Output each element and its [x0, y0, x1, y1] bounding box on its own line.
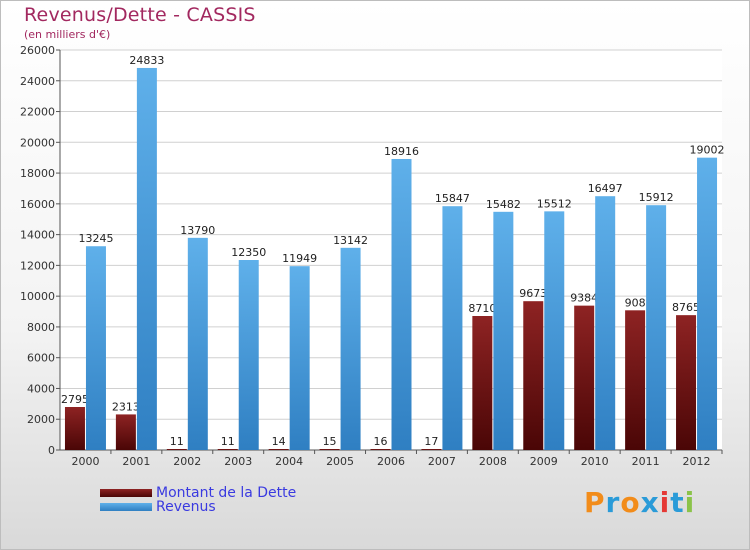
bar-revenus-2010	[595, 196, 616, 450]
label-revenus-2002: 13790	[180, 224, 215, 237]
x-tick-label: 2003	[224, 455, 252, 468]
legend-label-revenus: Revenus	[156, 499, 216, 515]
label-revenus-2007: 15847	[435, 192, 470, 205]
label-dette-2007: 17	[424, 435, 438, 448]
label-revenus-2008: 15482	[486, 198, 521, 211]
bar-revenus-2004	[289, 266, 310, 450]
label-revenus-2010: 16497	[588, 182, 623, 195]
plot-area	[60, 50, 722, 450]
legend-swatch-dette	[100, 489, 152, 497]
logo-letter: i	[659, 486, 671, 519]
logo-letter: P	[584, 486, 606, 519]
y-tick-label: 2000	[27, 413, 55, 426]
logo-letter: o	[620, 486, 641, 519]
bar-dette-2010	[574, 305, 595, 450]
bar-revenus-2012	[697, 157, 718, 450]
y-tick-label: 0	[48, 444, 55, 457]
y-tick-label: 24000	[20, 75, 55, 88]
bar-dette-2004	[268, 449, 289, 450]
x-tick-label: 2006	[377, 455, 405, 468]
bar-revenus-2002	[187, 237, 208, 450]
label-revenus-2003: 12350	[231, 246, 266, 259]
bar-revenus-2009	[544, 211, 565, 450]
x-tick-label: 2005	[326, 455, 354, 468]
y-tick-label: 22000	[20, 106, 55, 119]
label-revenus-2000: 13245	[78, 232, 113, 245]
y-tick-label: 6000	[27, 352, 55, 365]
logo-letter: i	[684, 486, 696, 519]
y-tick-label: 8000	[27, 321, 55, 334]
logo-letter: r	[605, 486, 621, 519]
x-tick-label: 2011	[632, 455, 660, 468]
bar-revenus-2007	[442, 206, 463, 450]
label-dette-2009: 9673	[519, 287, 547, 300]
label-dette-2004: 14	[272, 435, 286, 448]
legend-label-dette: Montant de la Dette	[156, 485, 297, 501]
logo-letter: t	[670, 486, 685, 519]
label-dette-2012: 8765	[672, 301, 700, 314]
bar-revenus-2001	[136, 67, 157, 450]
chart-title: Revenus/Dette - CASSIS	[24, 4, 256, 26]
logo-letter: x	[640, 486, 660, 519]
bar-dette-2009	[523, 301, 544, 450]
bar-dette-2011	[625, 310, 646, 450]
x-tick-label: 2001	[122, 455, 150, 468]
bar-revenus-2008	[493, 211, 514, 450]
label-revenus-2009: 15512	[537, 197, 572, 210]
y-tick-label: 26000	[20, 44, 55, 57]
bar-revenus-2000	[85, 246, 106, 450]
bar-revenus-2006	[391, 158, 412, 450]
label-dette-2008: 8710	[468, 302, 496, 315]
y-tick-label: 18000	[20, 167, 55, 180]
label-dette-2001: 2313	[112, 400, 140, 413]
bar-revenus-2003	[238, 260, 259, 450]
x-tick-label: 2010	[581, 455, 609, 468]
label-revenus-2011: 15912	[639, 191, 674, 204]
label-dette-2010: 9384	[570, 292, 598, 305]
label-revenus-2001: 24833	[129, 54, 164, 67]
y-tick-label: 12000	[20, 259, 55, 272]
x-tick-label: 2008	[479, 455, 507, 468]
label-dette-2003: 11	[221, 435, 235, 448]
label-dette-2011: 908	[625, 296, 646, 309]
y-tick-label: 20000	[20, 136, 55, 149]
bar-dette-2007	[421, 449, 442, 450]
bar-dette-2006	[370, 449, 391, 450]
x-tick-label: 2007	[428, 455, 456, 468]
x-tick-label: 2004	[275, 455, 303, 468]
x-tick-label: 2012	[683, 455, 711, 468]
proxiti-logo: Proxiti	[584, 486, 695, 519]
label-dette-2002: 11	[170, 435, 184, 448]
y-tick-label: 4000	[27, 382, 55, 395]
bar-dette-2005	[319, 449, 340, 450]
x-tick-label: 2002	[173, 455, 201, 468]
x-tick-label: 2009	[530, 455, 558, 468]
bar-revenus-2005	[340, 247, 361, 450]
legend-swatch-revenus	[100, 503, 152, 511]
label-revenus-2012: 19002	[690, 144, 725, 157]
label-revenus-2006: 18916	[384, 145, 419, 158]
x-tick-label: 2000	[71, 455, 99, 468]
bar-dette-2008	[472, 316, 493, 450]
bar-dette-2002	[166, 449, 187, 450]
bar-revenus-2011	[646, 205, 667, 450]
y-tick-label: 16000	[20, 198, 55, 211]
bar-dette-2001	[115, 414, 136, 450]
chart-subtitle: (en milliers d'€)	[24, 28, 111, 41]
y-tick-label: 10000	[20, 290, 55, 303]
bar-dette-2012	[676, 315, 697, 450]
label-dette-2000: 2795	[61, 393, 89, 406]
label-dette-2006: 16	[374, 435, 388, 448]
bar-dette-2003	[217, 449, 238, 450]
label-revenus-2004: 11949	[282, 252, 317, 265]
y-tick-label: 14000	[20, 229, 55, 242]
bar-dette-2000	[64, 407, 85, 450]
label-dette-2005: 15	[323, 435, 337, 448]
label-revenus-2005: 13142	[333, 234, 368, 247]
